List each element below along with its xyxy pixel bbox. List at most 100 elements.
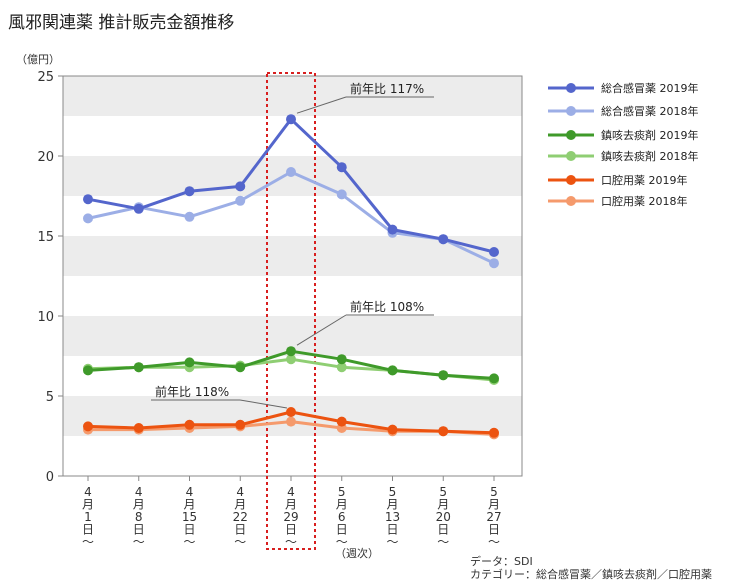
x-tick-label: 月 [234,498,246,512]
data-point [133,423,144,433]
x-tick-label: 〜 [386,535,398,549]
data-point [438,426,449,437]
x-tick-label: 4 [84,485,92,499]
data-point [387,424,398,435]
x-tick-label: 4 [236,485,244,499]
data-point [336,362,347,373]
data-point [286,346,296,357]
data-point [235,195,246,206]
legend-label: 総合感冒薬 2019年 [601,81,699,95]
x-tick-label: 日 [234,523,246,537]
data-point [438,370,449,381]
data-point [438,234,449,245]
data-point [184,211,195,222]
x-tick-label: 4 [186,485,194,499]
x-tick-label: 〜 [82,535,94,549]
annotation-leader [296,314,347,346]
y-tick-label: 10 [37,310,54,325]
annotation-leader [296,96,347,114]
x-tick-label: 〜 [488,535,500,549]
data-point [83,213,93,224]
x-tick-label: 13 [385,510,400,524]
data-point [387,224,398,235]
legend-swatch-marker [566,196,576,206]
x-tick-label: 〜 [183,535,195,549]
x-tick-label: 20 [436,510,451,524]
grid-band [63,76,522,116]
x-tick-label: 1 [84,510,92,524]
data-point [133,203,144,214]
x-tick-label: 日 [437,523,449,537]
x-tick-label: 〜 [437,535,449,549]
x-tick-label: 月 [336,498,348,512]
data-point [489,247,499,257]
data-point [489,373,499,384]
data-point [235,419,246,430]
source-line-data: データ：SDI [470,555,533,568]
x-tick-label: 日 [386,523,398,537]
data-point [83,365,93,376]
x-tick-label: 4 [135,485,143,499]
annotation-label: 前年比 118% [155,384,229,399]
legend-swatch-marker [566,106,576,116]
x-tick-label: 月 [437,498,449,512]
legend-label: 総合感冒薬 2018年 [601,104,699,118]
y-tick-label: 20 [37,150,54,165]
x-tick-label: 月 [386,498,398,512]
data-point [387,365,398,376]
y-tick-label: 15 [37,230,54,245]
x-tick-label: 日 [285,523,297,537]
x-tick-label: 日 [488,523,500,537]
data-point [286,354,296,365]
x-tick-label: 5 [338,485,346,499]
x-axis-unit: （週次） [335,546,379,560]
x-tick-label: 5 [389,485,397,499]
data-point [286,416,296,427]
data-point [286,114,296,125]
data-point [184,357,195,368]
x-tick-label: 8 [135,510,143,524]
legend-label: 鎮咳去痰剤 2018年 [601,149,699,163]
x-tick-label: 月 [82,498,94,512]
data-point [286,407,296,417]
data-point [133,362,144,373]
x-tick-label: 29 [283,510,298,524]
x-tick-label: 〜 [133,535,145,549]
y-tick-label: 0 [46,470,54,485]
data-point [286,167,296,177]
x-tick-label: 月 [133,498,145,512]
x-tick-label: 日 [336,523,348,537]
y-tick-label: 25 [37,70,54,85]
x-tick-label: 22 [233,510,248,524]
source-note: データ：SDI カテゴリー：総合感冒薬／鎮咳去痰剤／口腔用薬 [470,555,712,581]
x-tick-label: 4 [287,485,295,499]
annotation-label: 前年比 117% [350,81,424,96]
legend-label: 口腔用薬 2018年 [601,194,688,208]
data-point [184,419,195,430]
legend-swatch-marker [566,175,576,185]
y-axis-unit: （億円） [16,53,60,66]
x-tick-label: 月 [183,498,195,512]
annotation-label: 前年比 108% [350,299,424,314]
data-point [235,181,246,192]
legend-swatch-marker [566,130,576,140]
data-point [489,258,499,269]
data-point [336,162,347,173]
source-line-category: カテゴリー：総合感冒薬／鎮咳去痰剤／口腔用薬 [470,568,712,581]
x-tick-label: 5 [439,485,447,499]
x-tick-label: 日 [82,523,94,537]
data-point [184,186,195,197]
data-point [489,427,499,438]
data-point [235,362,246,373]
highlight-box [266,72,316,550]
legend-swatch-marker [566,151,576,161]
annotation-leader [239,399,288,409]
data-point [83,421,93,432]
x-tick-label: 5 [490,485,498,499]
x-tick-label: 〜 [285,535,297,549]
x-tick-label: 日 [133,523,145,537]
data-point [336,416,347,427]
data-point [336,354,347,365]
data-point [336,189,347,200]
